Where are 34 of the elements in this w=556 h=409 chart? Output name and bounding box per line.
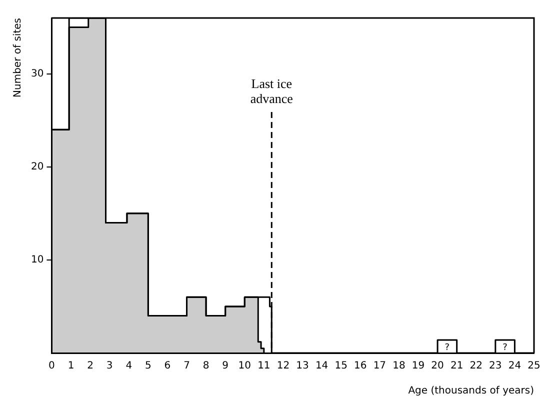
x-tick-label: 10: [238, 360, 251, 372]
y-tick-label: 30: [30, 68, 44, 80]
x-tick-label: 16: [354, 360, 367, 372]
x-tick-label: 3: [106, 360, 113, 372]
ref-line-label: Last ice advance: [250, 76, 294, 106]
x-tick-label: 24: [508, 360, 522, 372]
x-tick-label: 12: [276, 360, 290, 372]
x-tick-label: 25: [528, 360, 540, 372]
x-tick-label: 6: [164, 360, 171, 372]
x-tick-label: 13: [296, 360, 309, 372]
annotation: ?: [444, 342, 450, 353]
x-tick-label: 17: [373, 360, 386, 372]
x-tick-label: 8: [202, 360, 210, 372]
x-tick-label: 9: [222, 360, 229, 372]
annotation: ?: [502, 342, 508, 353]
x-tick-label: 5: [144, 360, 152, 372]
x-tick-label: 7: [184, 360, 190, 372]
x-tick-label: 18: [392, 360, 406, 372]
x-tick-label: 1: [68, 360, 74, 372]
y-axis-title: Number of sites: [12, 18, 24, 98]
x-tick-label: 19: [412, 360, 425, 372]
x-axis-title: Age (thousands of years): [408, 386, 534, 397]
x-tick-label: 15: [334, 360, 348, 372]
x-tick-label: 2: [87, 360, 94, 372]
x-tick-label: 22: [470, 360, 482, 372]
x-tick-label: 20: [431, 360, 444, 372]
x-tick-label: 11: [258, 360, 270, 372]
x-tick-label: 4: [126, 360, 132, 372]
x-tick-label: 21: [450, 360, 464, 372]
x-tick-label: 14: [315, 360, 328, 372]
x-tick-label: 0: [48, 360, 55, 372]
y-tick-label: 20: [30, 161, 44, 172]
y-tick-label: 10: [30, 254, 44, 266]
x-tick-label: 23: [489, 360, 502, 372]
